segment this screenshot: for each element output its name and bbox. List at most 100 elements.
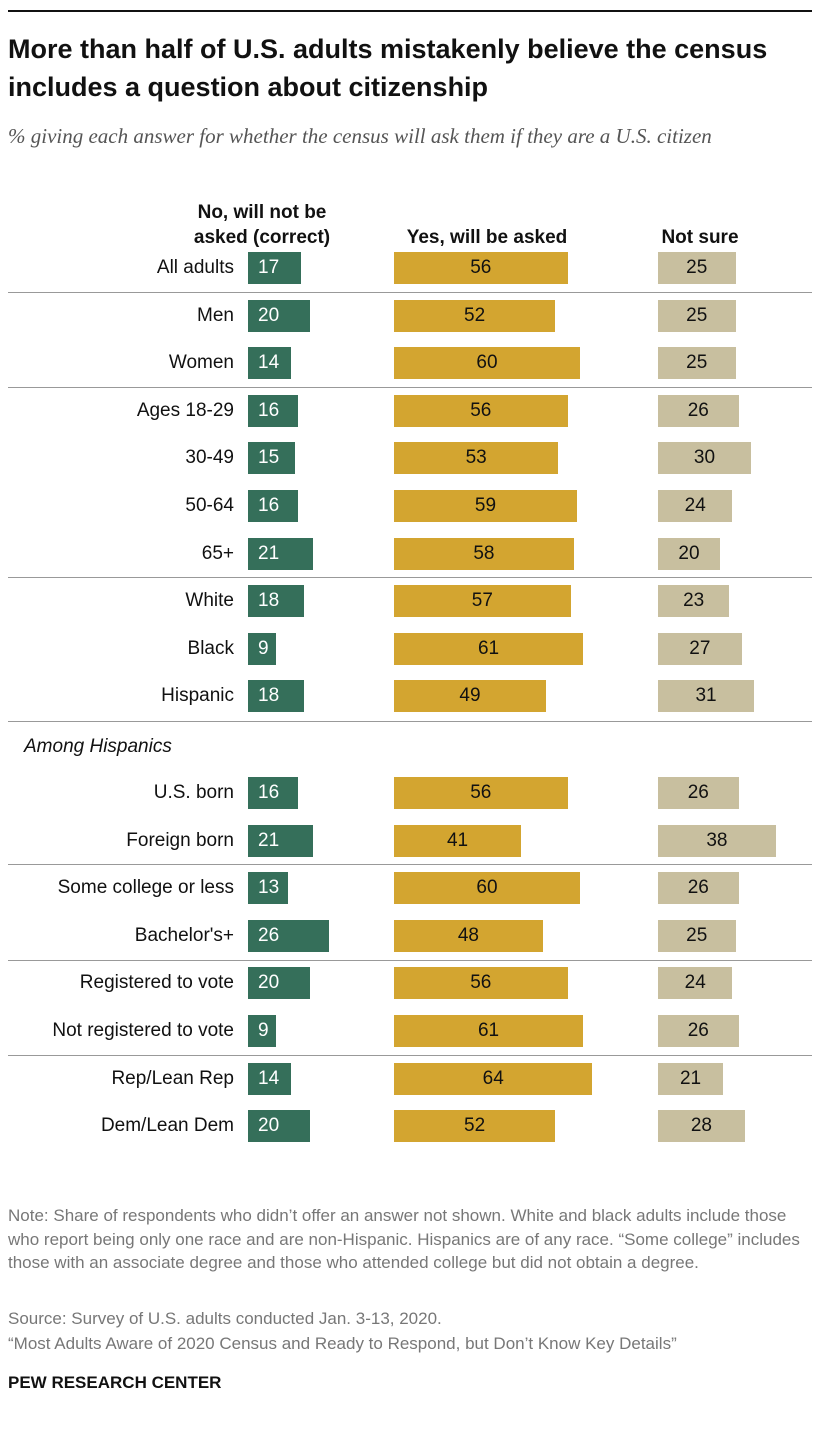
bar <box>658 632 742 665</box>
bar <box>248 824 314 857</box>
bar <box>248 585 304 618</box>
separator <box>8 291 812 293</box>
value-label: 64 <box>482 1067 504 1089</box>
bar <box>658 394 739 427</box>
bar <box>394 252 568 284</box>
value-label: 24 <box>684 972 706 994</box>
value-label: 61 <box>477 637 500 659</box>
value-label: 25 <box>686 924 708 946</box>
value-label: 60 <box>476 352 498 374</box>
separator <box>8 387 812 388</box>
bar <box>394 967 568 1000</box>
value-label: 21 <box>679 1067 702 1089</box>
bar <box>248 1062 292 1095</box>
credit: PEW RESEARCH CENTER <box>8 1373 222 1392</box>
bar <box>394 1015 584 1047</box>
group-label: Among Hispanics <box>24 736 172 757</box>
bar <box>248 872 289 905</box>
bar <box>248 299 310 332</box>
note: Note: Share of respondents who didn’t of… <box>8 1206 800 1272</box>
value-label: 14 <box>258 1067 280 1089</box>
bar <box>658 442 751 475</box>
bar <box>394 680 546 713</box>
category-label: All adults <box>156 257 234 278</box>
top-rule <box>8 10 812 12</box>
bar <box>248 442 295 475</box>
bar <box>394 1062 593 1095</box>
bar <box>394 1110 556 1143</box>
separator <box>8 720 812 722</box>
bar <box>658 1015 739 1047</box>
value-label: 26 <box>687 399 709 421</box>
bar <box>248 347 292 380</box>
bar <box>394 442 559 475</box>
value-label: 20 <box>258 1115 280 1137</box>
bar <box>394 490 577 522</box>
bar <box>248 1015 276 1047</box>
category-label: U.S. born <box>153 782 234 803</box>
category-label: Registered to vote <box>79 972 234 994</box>
category-label: Rep/Lean Rep <box>111 1067 234 1089</box>
bar <box>248 967 310 1000</box>
value-label: 38 <box>706 829 728 851</box>
category-label: 30-49 <box>185 447 234 469</box>
category-label: Men <box>197 304 234 326</box>
value-label: 26 <box>687 782 709 803</box>
value-label: 56 <box>470 399 492 421</box>
category-label: Black <box>187 637 234 659</box>
category-label: Some college or less <box>57 877 234 899</box>
bar <box>658 824 776 857</box>
bar <box>394 777 568 809</box>
chart-subtitle: % giving each answer for whether the cen… <box>8 124 712 148</box>
bar <box>658 347 736 380</box>
value-label: 21 <box>258 829 280 851</box>
value-label: 20 <box>258 972 280 994</box>
bar <box>658 252 736 284</box>
bar <box>248 919 329 952</box>
value-label: 26 <box>687 877 709 899</box>
bar <box>394 919 543 952</box>
value-label: 52 <box>464 304 486 326</box>
category-label: Hispanic <box>161 685 234 707</box>
value-label: 57 <box>471 590 493 612</box>
value-label: 25 <box>686 304 708 326</box>
value-label: 9 <box>258 1020 269 1041</box>
bar <box>658 1062 724 1095</box>
bar <box>658 967 733 1000</box>
category-label: Dem/Lean Dem <box>100 1115 234 1137</box>
bar <box>658 680 755 713</box>
value-label: 17 <box>258 257 280 278</box>
bar <box>248 632 276 665</box>
chart-title: More than half of U.S. adults mistakenly… <box>8 34 768 102</box>
category-label: Bachelor's+ <box>134 924 234 946</box>
bar <box>658 1110 745 1143</box>
bar <box>394 537 574 570</box>
value-label: 14 <box>258 352 280 374</box>
value-label: 48 <box>457 924 479 946</box>
category-label: Women <box>168 352 234 374</box>
bar <box>394 299 556 332</box>
bar <box>658 299 736 332</box>
value-label: 41 <box>446 829 469 851</box>
bar <box>658 490 733 522</box>
value-label: 15 <box>258 447 280 469</box>
bar <box>248 490 298 522</box>
bar <box>248 680 304 713</box>
category-label: White <box>185 590 234 612</box>
separator <box>8 959 812 961</box>
legend-header: Yes, will be asked <box>406 227 568 248</box>
bar <box>658 777 739 809</box>
citation: “Most Adults Aware of 2020 Census and Re… <box>8 1334 677 1353</box>
bar <box>394 872 580 905</box>
bar <box>658 585 730 618</box>
bar <box>248 252 301 284</box>
category-label: Not registered to vote <box>52 1020 234 1041</box>
value-label: 60 <box>476 877 498 899</box>
bar <box>248 777 298 809</box>
legend-header: No, will not be asked (correct) <box>193 202 331 248</box>
bar <box>394 632 584 665</box>
legend-header: Not sure <box>661 227 739 248</box>
separator <box>8 864 812 866</box>
value-label: 24 <box>684 495 706 516</box>
